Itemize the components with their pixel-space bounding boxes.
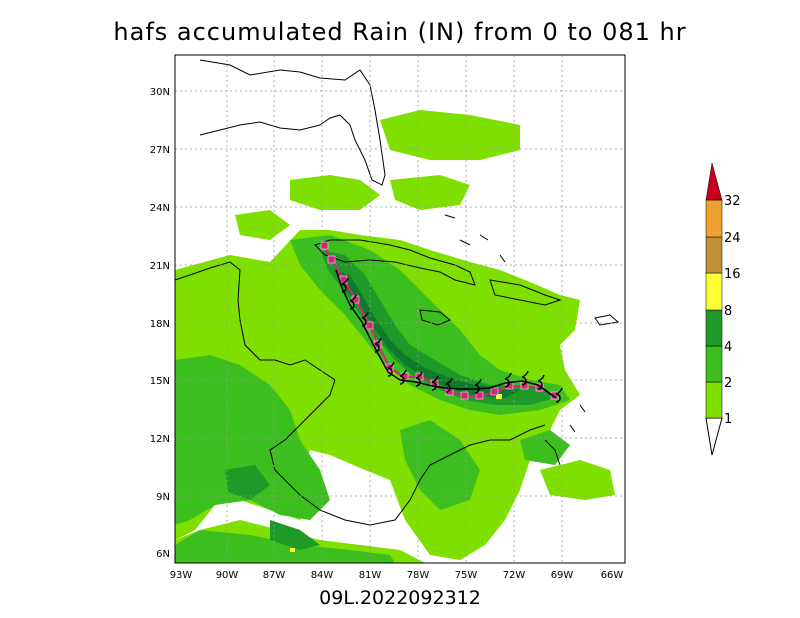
colorbar-label: 4 bbox=[724, 340, 732, 355]
y-tick: 6N bbox=[156, 549, 170, 560]
x-tick: 87W bbox=[263, 570, 286, 581]
y-tick: 30N bbox=[150, 87, 170, 98]
coastlines bbox=[174, 59, 620, 526]
y-tick: 15N bbox=[150, 376, 170, 387]
colorbar-label: 1 bbox=[724, 412, 732, 427]
x-tick: 81W bbox=[359, 570, 382, 581]
x-axis: 93W 90W 87W 84W 81W 78W 75W 72W 69W 66W bbox=[170, 570, 624, 581]
tropical-cyclone-icon bbox=[341, 277, 563, 403]
colorbar-segment bbox=[705, 236, 723, 274]
x-tick: 90W bbox=[216, 570, 239, 581]
x-tick: 72W bbox=[503, 570, 526, 581]
colorbar-segment bbox=[705, 345, 723, 383]
colorbar-label: 8 bbox=[724, 304, 732, 319]
colorbar: 1 2 4 8 16 24 32 bbox=[705, 162, 741, 456]
x-tick: 66W bbox=[601, 570, 624, 581]
colorbar-segment bbox=[705, 272, 723, 311]
colorbar-label: 16 bbox=[724, 267, 741, 282]
x-tick: 69W bbox=[551, 570, 574, 581]
colorbar-label: 32 bbox=[724, 194, 741, 209]
colorbar-segment bbox=[705, 417, 723, 456]
y-axis: 30N 27N 24N 21N 18N 15N 12N 9N 6N bbox=[150, 87, 170, 560]
colorbar-segment bbox=[705, 309, 723, 347]
colorbar-segment bbox=[705, 199, 723, 238]
cycle-id-label: 09L.2022092312 bbox=[319, 587, 481, 609]
y-tick: 21N bbox=[150, 261, 170, 272]
plot-title: hafs accumulated Rain (IN) from 0 to 081… bbox=[113, 18, 687, 46]
y-tick: 24N bbox=[150, 203, 170, 214]
map-area bbox=[174, 54, 626, 564]
colorbar-label: 2 bbox=[724, 376, 732, 391]
colorbar-label: 24 bbox=[724, 231, 741, 246]
colorbar-segment bbox=[705, 381, 723, 419]
rain-shading-extreme bbox=[290, 394, 502, 552]
x-tick: 84W bbox=[311, 570, 334, 581]
y-tick: 18N bbox=[150, 319, 170, 330]
x-tick: 93W bbox=[170, 570, 193, 581]
y-tick: 27N bbox=[150, 145, 170, 156]
colorbar-segment bbox=[705, 162, 723, 201]
observed-track-line bbox=[335, 269, 557, 399]
y-tick: 12N bbox=[150, 434, 170, 445]
rain-shading-very-heavy bbox=[335, 270, 520, 398]
x-tick: 78W bbox=[407, 570, 430, 581]
x-tick: 75W bbox=[455, 570, 478, 581]
y-tick: 9N bbox=[156, 492, 170, 503]
